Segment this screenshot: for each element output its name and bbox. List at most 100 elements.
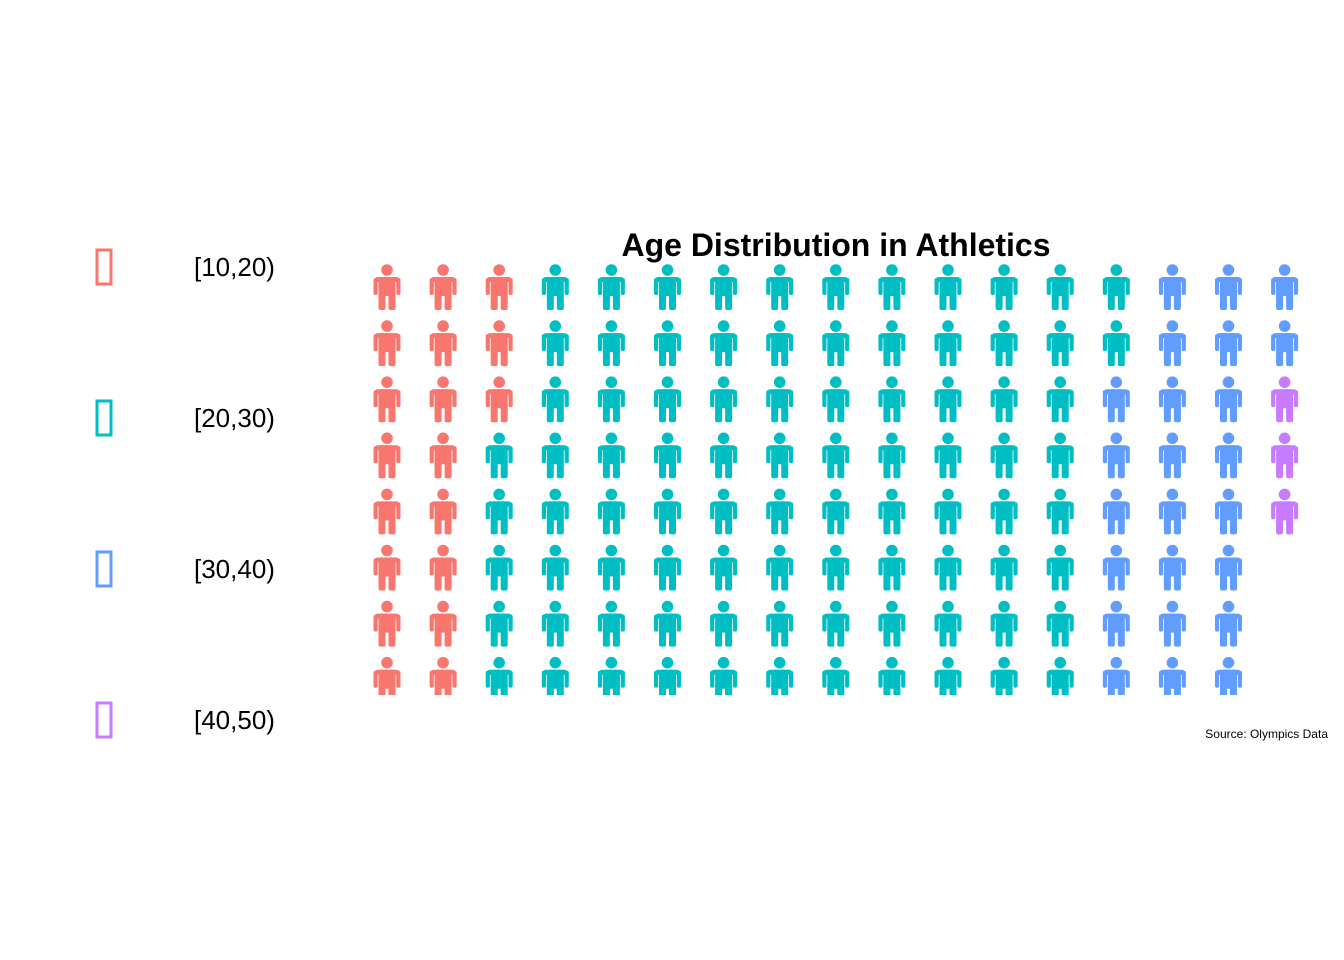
legend-key-4 xyxy=(95,701,113,739)
person-icon-2 xyxy=(878,656,906,695)
person-icon-2 xyxy=(990,264,1018,310)
person-icon-1 xyxy=(373,432,401,479)
person-icon-1 xyxy=(373,376,401,423)
person-icon-2 xyxy=(934,544,962,591)
person-icon-2 xyxy=(541,432,569,479)
person-icon-1 xyxy=(373,264,401,310)
person-icon-2 xyxy=(654,264,681,310)
person-icon-2 xyxy=(541,600,569,647)
person-icon-2 xyxy=(541,656,569,695)
person-icon-3 xyxy=(1215,488,1242,535)
person-icon-4 xyxy=(1271,376,1299,423)
person-icon-2 xyxy=(710,432,738,479)
person-icon-2 xyxy=(541,264,569,310)
person-icon-1 xyxy=(373,600,401,647)
person-icon-2 xyxy=(1046,320,1074,367)
person-icon-2 xyxy=(710,544,738,591)
person-icon-2 xyxy=(710,488,738,535)
person-icon-2 xyxy=(766,264,794,310)
person-icon-3 xyxy=(1215,320,1242,367)
person-icon-2 xyxy=(934,432,962,479)
person-icon-2 xyxy=(766,320,794,367)
person-icon-2 xyxy=(766,544,794,591)
person-icon-2 xyxy=(990,376,1018,423)
legend-key-1 xyxy=(95,248,113,286)
person-icon-3 xyxy=(1271,320,1299,367)
person-icon-2 xyxy=(934,376,962,423)
person-icon-3 xyxy=(1158,600,1186,647)
person-icon-1 xyxy=(373,656,401,695)
person-icon-2 xyxy=(766,376,794,423)
person-icon-2 xyxy=(766,488,794,535)
person-icon-2 xyxy=(654,656,681,695)
legend-label-3: [30,40) xyxy=(194,554,275,584)
person-icon-1 xyxy=(485,264,513,310)
person-icon-3 xyxy=(1158,544,1186,591)
person-icon-2 xyxy=(597,376,625,423)
person-icon-2 xyxy=(485,600,513,647)
legend-label-2: [20,30) xyxy=(194,403,275,433)
person-icon-1 xyxy=(373,320,401,367)
person-icon-2 xyxy=(597,320,625,367)
person-icon-2 xyxy=(485,656,513,695)
person-icon-2 xyxy=(822,544,850,591)
person-icon-2 xyxy=(541,320,569,367)
person-icon-2 xyxy=(934,264,962,310)
legend: [10,20) [20,30) [30,40) [40,50) xyxy=(95,248,275,739)
person-icon-3 xyxy=(1158,376,1186,423)
person-icon-1 xyxy=(429,264,457,310)
person-icon-3 xyxy=(1158,488,1186,535)
person-icon-2 xyxy=(1102,264,1130,310)
person-icon-2 xyxy=(822,376,850,423)
person-icon-2 xyxy=(710,656,738,695)
person-icon-2 xyxy=(1046,488,1074,535)
legend-label-4: [40,50) xyxy=(194,705,275,735)
person-icon-3 xyxy=(1102,656,1130,695)
person-icon-2 xyxy=(822,600,850,647)
person-icon-2 xyxy=(878,544,906,591)
person-icon-1 xyxy=(373,544,401,591)
person-icon-2 xyxy=(878,600,906,647)
person-icon-2 xyxy=(541,544,569,591)
person-icon-2 xyxy=(485,432,513,479)
person-icon-2 xyxy=(597,600,625,647)
person-icon-2 xyxy=(766,432,794,479)
person-icon-2 xyxy=(878,264,906,310)
person-icon-1 xyxy=(429,320,457,367)
person-icon-2 xyxy=(990,432,1018,479)
person-icon-2 xyxy=(1046,376,1074,423)
person-icon-3 xyxy=(1158,656,1186,695)
person-icon-2 xyxy=(1046,656,1074,695)
person-icon-2 xyxy=(934,320,962,367)
person-icon-2 xyxy=(822,264,850,310)
person-icon-2 xyxy=(990,656,1018,695)
person-icon-3 xyxy=(1215,600,1242,647)
person-icon-2 xyxy=(1046,544,1074,591)
person-icon-2 xyxy=(541,488,569,535)
icon-grid xyxy=(373,264,1299,695)
person-icon-3 xyxy=(1102,432,1130,479)
person-icon-2 xyxy=(654,600,681,647)
person-icon-3 xyxy=(1215,432,1242,479)
person-icon-2 xyxy=(654,544,681,591)
person-icon-2 xyxy=(878,432,906,479)
person-icon-2 xyxy=(710,264,738,310)
person-icon-2 xyxy=(822,432,850,479)
chart-title: Age Distribution in Athletics xyxy=(621,227,1050,263)
person-icon-2 xyxy=(597,656,625,695)
person-icon-2 xyxy=(654,488,681,535)
person-icon-1 xyxy=(429,656,457,695)
person-icon-2 xyxy=(1102,320,1130,367)
person-icon-2 xyxy=(990,320,1018,367)
person-icon-2 xyxy=(934,656,962,695)
person-icon-3 xyxy=(1158,432,1186,479)
person-icon-2 xyxy=(597,544,625,591)
person-icon-2 xyxy=(541,376,569,423)
person-icon-3 xyxy=(1215,544,1242,591)
person-icon-1 xyxy=(429,376,457,423)
person-icon-2 xyxy=(878,320,906,367)
person-icon-2 xyxy=(597,264,625,310)
person-icon-1 xyxy=(429,488,457,535)
person-icon-2 xyxy=(485,544,513,591)
person-icon-2 xyxy=(934,600,962,647)
